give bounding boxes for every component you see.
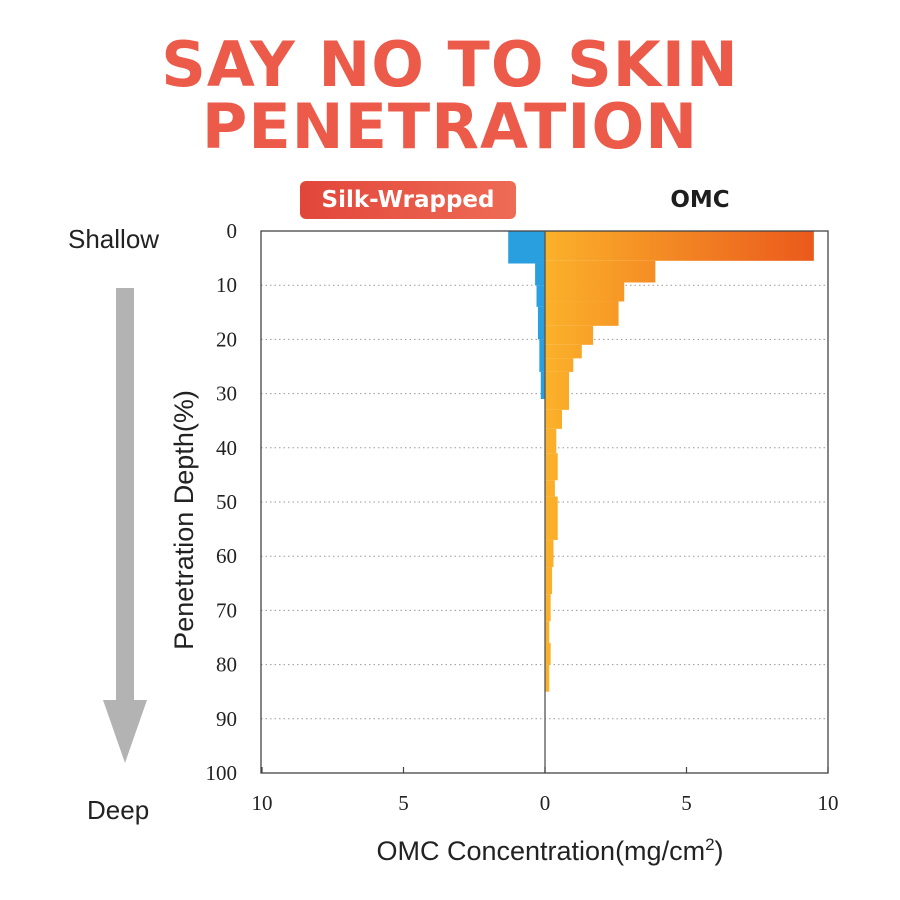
bar-omc-7 — [545, 371, 570, 410]
y-tick-label-10: 10 — [216, 273, 237, 297]
y-tick-label-70: 70 — [216, 598, 237, 622]
bar-silk-wrapped-1 — [535, 263, 545, 286]
x-tick-label-0: 10 — [252, 791, 273, 815]
bar-silk-wrapped-3 — [537, 306, 545, 340]
bar-omc-8 — [545, 409, 562, 429]
y-axis-title: Penetration Depth(%) — [169, 390, 199, 650]
arrow-shaft — [116, 288, 134, 703]
x-ticks: 10 5 0 5 10 — [252, 767, 839, 815]
x-tick-label-4: 10 — [818, 791, 839, 815]
bar-silk-wrapped-5 — [540, 371, 545, 400]
bar-omc-9 — [545, 428, 557, 454]
bar-omc-6 — [545, 358, 574, 372]
bar-omc-13 — [545, 539, 554, 568]
legend-omc: OMC — [670, 187, 730, 213]
y-tick-label-0: 0 — [227, 219, 238, 243]
headline-line-2: PENETRATION — [201, 90, 699, 163]
bar-omc-11 — [545, 480, 555, 497]
bar-omc-1 — [545, 260, 656, 283]
bar-omc-14 — [545, 567, 553, 595]
shallow-label: Shallow — [68, 224, 160, 254]
headline-line-1: SAY NO TO SKIN — [161, 28, 739, 101]
y-tick-label-30: 30 — [216, 382, 237, 406]
down-arrow-icon — [103, 288, 147, 763]
bar-silk-wrapped-0 — [508, 231, 545, 264]
legend-silk-wrapped: Silk-Wrapped — [300, 181, 516, 219]
bar-omc-5 — [545, 344, 582, 359]
bar-silk-wrapped-2 — [536, 285, 545, 307]
arrow-head — [103, 700, 147, 763]
bars — [508, 231, 814, 692]
bar-omc-12 — [545, 496, 558, 540]
bar-omc-17 — [545, 642, 551, 665]
bar-omc-4 — [545, 325, 594, 345]
y-ticks: 0 10 20 30 40 50 60 70 80 90 100 — [206, 219, 238, 785]
y-tick-label-40: 40 — [216, 436, 237, 460]
bar-omc-2 — [545, 282, 625, 302]
y-tick-label-50: 50 — [216, 490, 237, 514]
x-tick-label-2: 0 — [540, 791, 551, 815]
deep-label: Deep — [87, 795, 150, 825]
y-tick-label-60: 60 — [216, 544, 237, 568]
x-axis-title-close: ) — [715, 836, 724, 866]
x-axis-title-main: OMC Concentration(mg/cm — [376, 836, 705, 866]
x-axis-title: OMC Concentration(mg/cm2) — [376, 835, 723, 866]
bar-silk-wrapped-4 — [539, 339, 545, 372]
x-tick-label-3: 5 — [681, 791, 692, 815]
bar-omc-16 — [545, 621, 550, 643]
y-tick-label-20: 20 — [216, 327, 237, 351]
bar-omc-0 — [545, 231, 814, 261]
x-axis-title-sup: 2 — [705, 835, 714, 854]
y-tick-label-100: 100 — [206, 761, 238, 785]
bar-omc-18 — [545, 664, 550, 692]
bar-omc-10 — [545, 453, 558, 481]
y-tick-label-90: 90 — [216, 707, 237, 731]
bar-omc-3 — [545, 301, 619, 326]
x-tick-label-1: 5 — [398, 791, 409, 815]
y-tick-label-80: 80 — [216, 653, 237, 677]
bar-omc-15 — [545, 594, 551, 622]
